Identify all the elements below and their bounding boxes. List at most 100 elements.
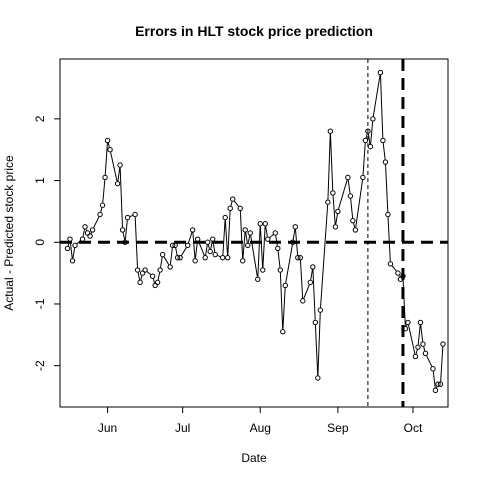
data-point — [99, 202, 106, 208]
data-point — [102, 174, 108, 181]
data-point — [435, 381, 441, 387]
y-tick-label: 1 — [33, 177, 47, 184]
x-tick-label: Jul — [175, 421, 190, 435]
y-tick-label: 2 — [33, 115, 47, 122]
data-point — [377, 69, 384, 76]
reference-lines — [60, 59, 448, 407]
data-point — [400, 273, 406, 279]
data-point — [157, 267, 163, 273]
data-point — [64, 245, 71, 252]
data-point — [290, 239, 296, 245]
data-point — [174, 254, 181, 261]
data-point — [72, 242, 78, 249]
data-point — [104, 137, 111, 144]
data-point — [237, 205, 243, 212]
data-point — [240, 258, 246, 264]
y-tick-label: -2 — [33, 360, 47, 371]
data-point — [149, 273, 156, 279]
data-point — [257, 221, 263, 227]
data-point — [122, 239, 128, 245]
data-point — [192, 258, 198, 264]
data-point — [352, 227, 359, 233]
data-point — [82, 224, 88, 230]
data-point — [262, 221, 268, 227]
data-point — [89, 227, 96, 233]
data-point — [142, 267, 148, 273]
data-point — [220, 254, 226, 261]
data-point — [204, 239, 211, 245]
data-point — [69, 258, 76, 264]
data-point — [380, 137, 386, 144]
series-line — [67, 75, 444, 389]
data-point — [365, 128, 371, 134]
series-layer — [64, 69, 446, 394]
data-point — [412, 353, 419, 360]
data-point — [184, 242, 191, 249]
data-point — [169, 242, 176, 249]
data-point — [370, 116, 376, 122]
data-point — [134, 267, 141, 273]
data-point — [177, 254, 183, 261]
data-point — [227, 205, 233, 212]
data-point — [440, 341, 446, 347]
data-point — [422, 350, 429, 357]
data-point — [154, 279, 161, 286]
data-point — [194, 236, 201, 242]
data-point — [167, 264, 173, 270]
data-point — [385, 211, 391, 218]
data-point — [350, 217, 356, 224]
data-point — [430, 366, 436, 372]
data-point — [300, 298, 306, 304]
data-point — [189, 227, 196, 233]
data-point — [225, 254, 231, 261]
x-tick-label: Sep — [327, 421, 349, 435]
x-tick-label: Oct — [404, 421, 423, 435]
data-point — [242, 227, 248, 233]
data-point — [260, 267, 266, 273]
data-point — [117, 162, 123, 168]
data-point — [282, 282, 288, 289]
data-point — [172, 242, 178, 249]
data-point — [332, 224, 339, 230]
data-point — [277, 267, 283, 273]
y-axis-label: Actual - Predicted stock price — [2, 155, 16, 311]
data-point — [325, 199, 331, 205]
data-point — [67, 236, 73, 242]
data-point — [402, 325, 409, 332]
data-point — [137, 279, 143, 286]
data-point — [415, 344, 421, 350]
data-point — [395, 270, 401, 276]
data-point — [247, 230, 253, 236]
data-point — [367, 143, 374, 150]
data-point — [212, 251, 218, 258]
data-point — [255, 276, 261, 282]
data-point — [315, 375, 321, 381]
data-point — [209, 236, 216, 242]
data-point — [280, 329, 286, 335]
data-point — [97, 211, 103, 218]
data-point — [330, 190, 336, 196]
data-point — [119, 227, 126, 233]
data-point — [207, 248, 213, 255]
data-point — [265, 236, 271, 242]
data-point — [335, 208, 341, 215]
data-point — [347, 193, 354, 199]
chart-title: Errors in HLT stock price prediction — [135, 23, 373, 39]
data-point — [245, 242, 251, 249]
data-point — [107, 147, 113, 153]
data-point — [312, 319, 319, 326]
data-point — [222, 214, 228, 221]
data-point — [382, 159, 389, 165]
data-point — [307, 279, 314, 286]
data-point — [159, 251, 166, 258]
data-point — [417, 319, 424, 326]
data-point — [360, 174, 366, 181]
data-point — [295, 254, 301, 261]
data-point — [132, 211, 138, 218]
x-tick-label: Jun — [98, 421, 117, 435]
data-point — [432, 387, 439, 394]
y-tick-label: -1 — [33, 298, 47, 309]
data-point — [387, 261, 394, 267]
x-axis-label: Date — [241, 451, 267, 465]
